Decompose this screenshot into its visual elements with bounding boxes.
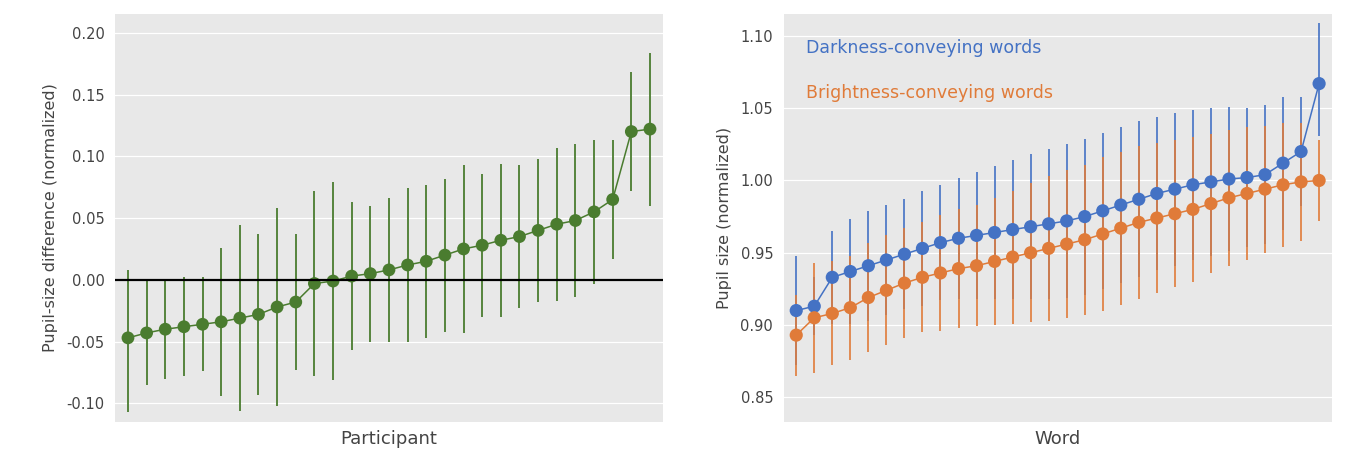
Point [930, 239, 952, 246]
Point [304, 280, 326, 287]
Point [508, 233, 530, 240]
Point [228, 314, 250, 322]
Point [322, 277, 343, 285]
Point [1110, 224, 1132, 232]
Point [192, 320, 214, 328]
Point [965, 262, 987, 270]
Point [602, 196, 623, 203]
Point [930, 269, 952, 277]
Point [1056, 217, 1078, 225]
Point [489, 237, 511, 244]
Point [1164, 185, 1186, 193]
Point [1038, 220, 1060, 228]
Point [1128, 219, 1149, 226]
Point [1218, 194, 1240, 201]
Point [1290, 178, 1311, 186]
Point [1236, 190, 1257, 197]
Point [173, 323, 195, 330]
Point [1218, 175, 1240, 183]
Point [135, 329, 157, 337]
Point [911, 273, 933, 281]
Point [1056, 240, 1078, 248]
Point [266, 303, 288, 311]
Point [1290, 148, 1311, 155]
Point [285, 298, 307, 306]
Point [822, 273, 844, 281]
Point [1002, 226, 1023, 233]
Point [396, 261, 418, 269]
Point [803, 314, 825, 321]
Point [1201, 178, 1222, 186]
Point [154, 326, 176, 333]
Text: Darkness-conveying words: Darkness-conveying words [806, 39, 1041, 57]
Point [1146, 214, 1168, 222]
Point [360, 270, 381, 277]
Point [118, 334, 139, 342]
Point [472, 241, 493, 249]
Point [965, 232, 987, 239]
Point [840, 304, 861, 311]
Point [341, 272, 362, 280]
Point [1073, 213, 1095, 220]
Y-axis label: Pupil size (normalized): Pupil size (normalized) [717, 127, 733, 309]
Point [1201, 200, 1222, 208]
Point [840, 268, 861, 275]
Point [1182, 206, 1203, 213]
Point [911, 245, 933, 252]
Point [786, 307, 807, 314]
Point [1092, 207, 1114, 215]
Point [247, 310, 269, 318]
Point [1019, 249, 1041, 256]
Point [984, 228, 1006, 236]
Point [527, 227, 549, 234]
Point [1309, 80, 1330, 87]
Point [857, 294, 879, 301]
Point [1255, 185, 1276, 193]
Point [894, 250, 915, 258]
Point [453, 245, 475, 253]
Point [1038, 245, 1060, 252]
Point [1092, 230, 1114, 238]
Point [822, 310, 844, 317]
Point [621, 128, 642, 136]
Point [1002, 253, 1023, 261]
Point [1128, 195, 1149, 203]
Point [894, 279, 915, 287]
Point [1236, 174, 1257, 182]
Point [1272, 159, 1294, 167]
Point [583, 208, 604, 216]
Point [211, 318, 233, 326]
Point [1019, 223, 1041, 230]
Point [876, 286, 898, 294]
Point [415, 257, 437, 265]
Point [876, 256, 898, 264]
Point [1182, 181, 1203, 189]
Point [639, 125, 661, 133]
Text: Brightness-conveying words: Brightness-conveying words [806, 83, 1053, 101]
Point [803, 302, 825, 310]
Point [1272, 181, 1294, 189]
Point [786, 331, 807, 339]
Point [546, 220, 568, 228]
Point [1146, 190, 1168, 197]
X-axis label: Word: Word [1034, 430, 1080, 448]
Point [379, 266, 400, 273]
Point [948, 235, 969, 242]
Point [565, 217, 587, 224]
Point [1309, 177, 1330, 184]
Point [434, 251, 456, 259]
Point [1255, 171, 1276, 179]
Point [857, 262, 879, 270]
X-axis label: Participant: Participant [341, 430, 438, 448]
Point [1073, 236, 1095, 244]
Point [1164, 210, 1186, 218]
Y-axis label: Pupil-size difference (normalized): Pupil-size difference (normalized) [43, 83, 58, 353]
Point [948, 265, 969, 273]
Point [1110, 201, 1132, 209]
Point [984, 257, 1006, 265]
